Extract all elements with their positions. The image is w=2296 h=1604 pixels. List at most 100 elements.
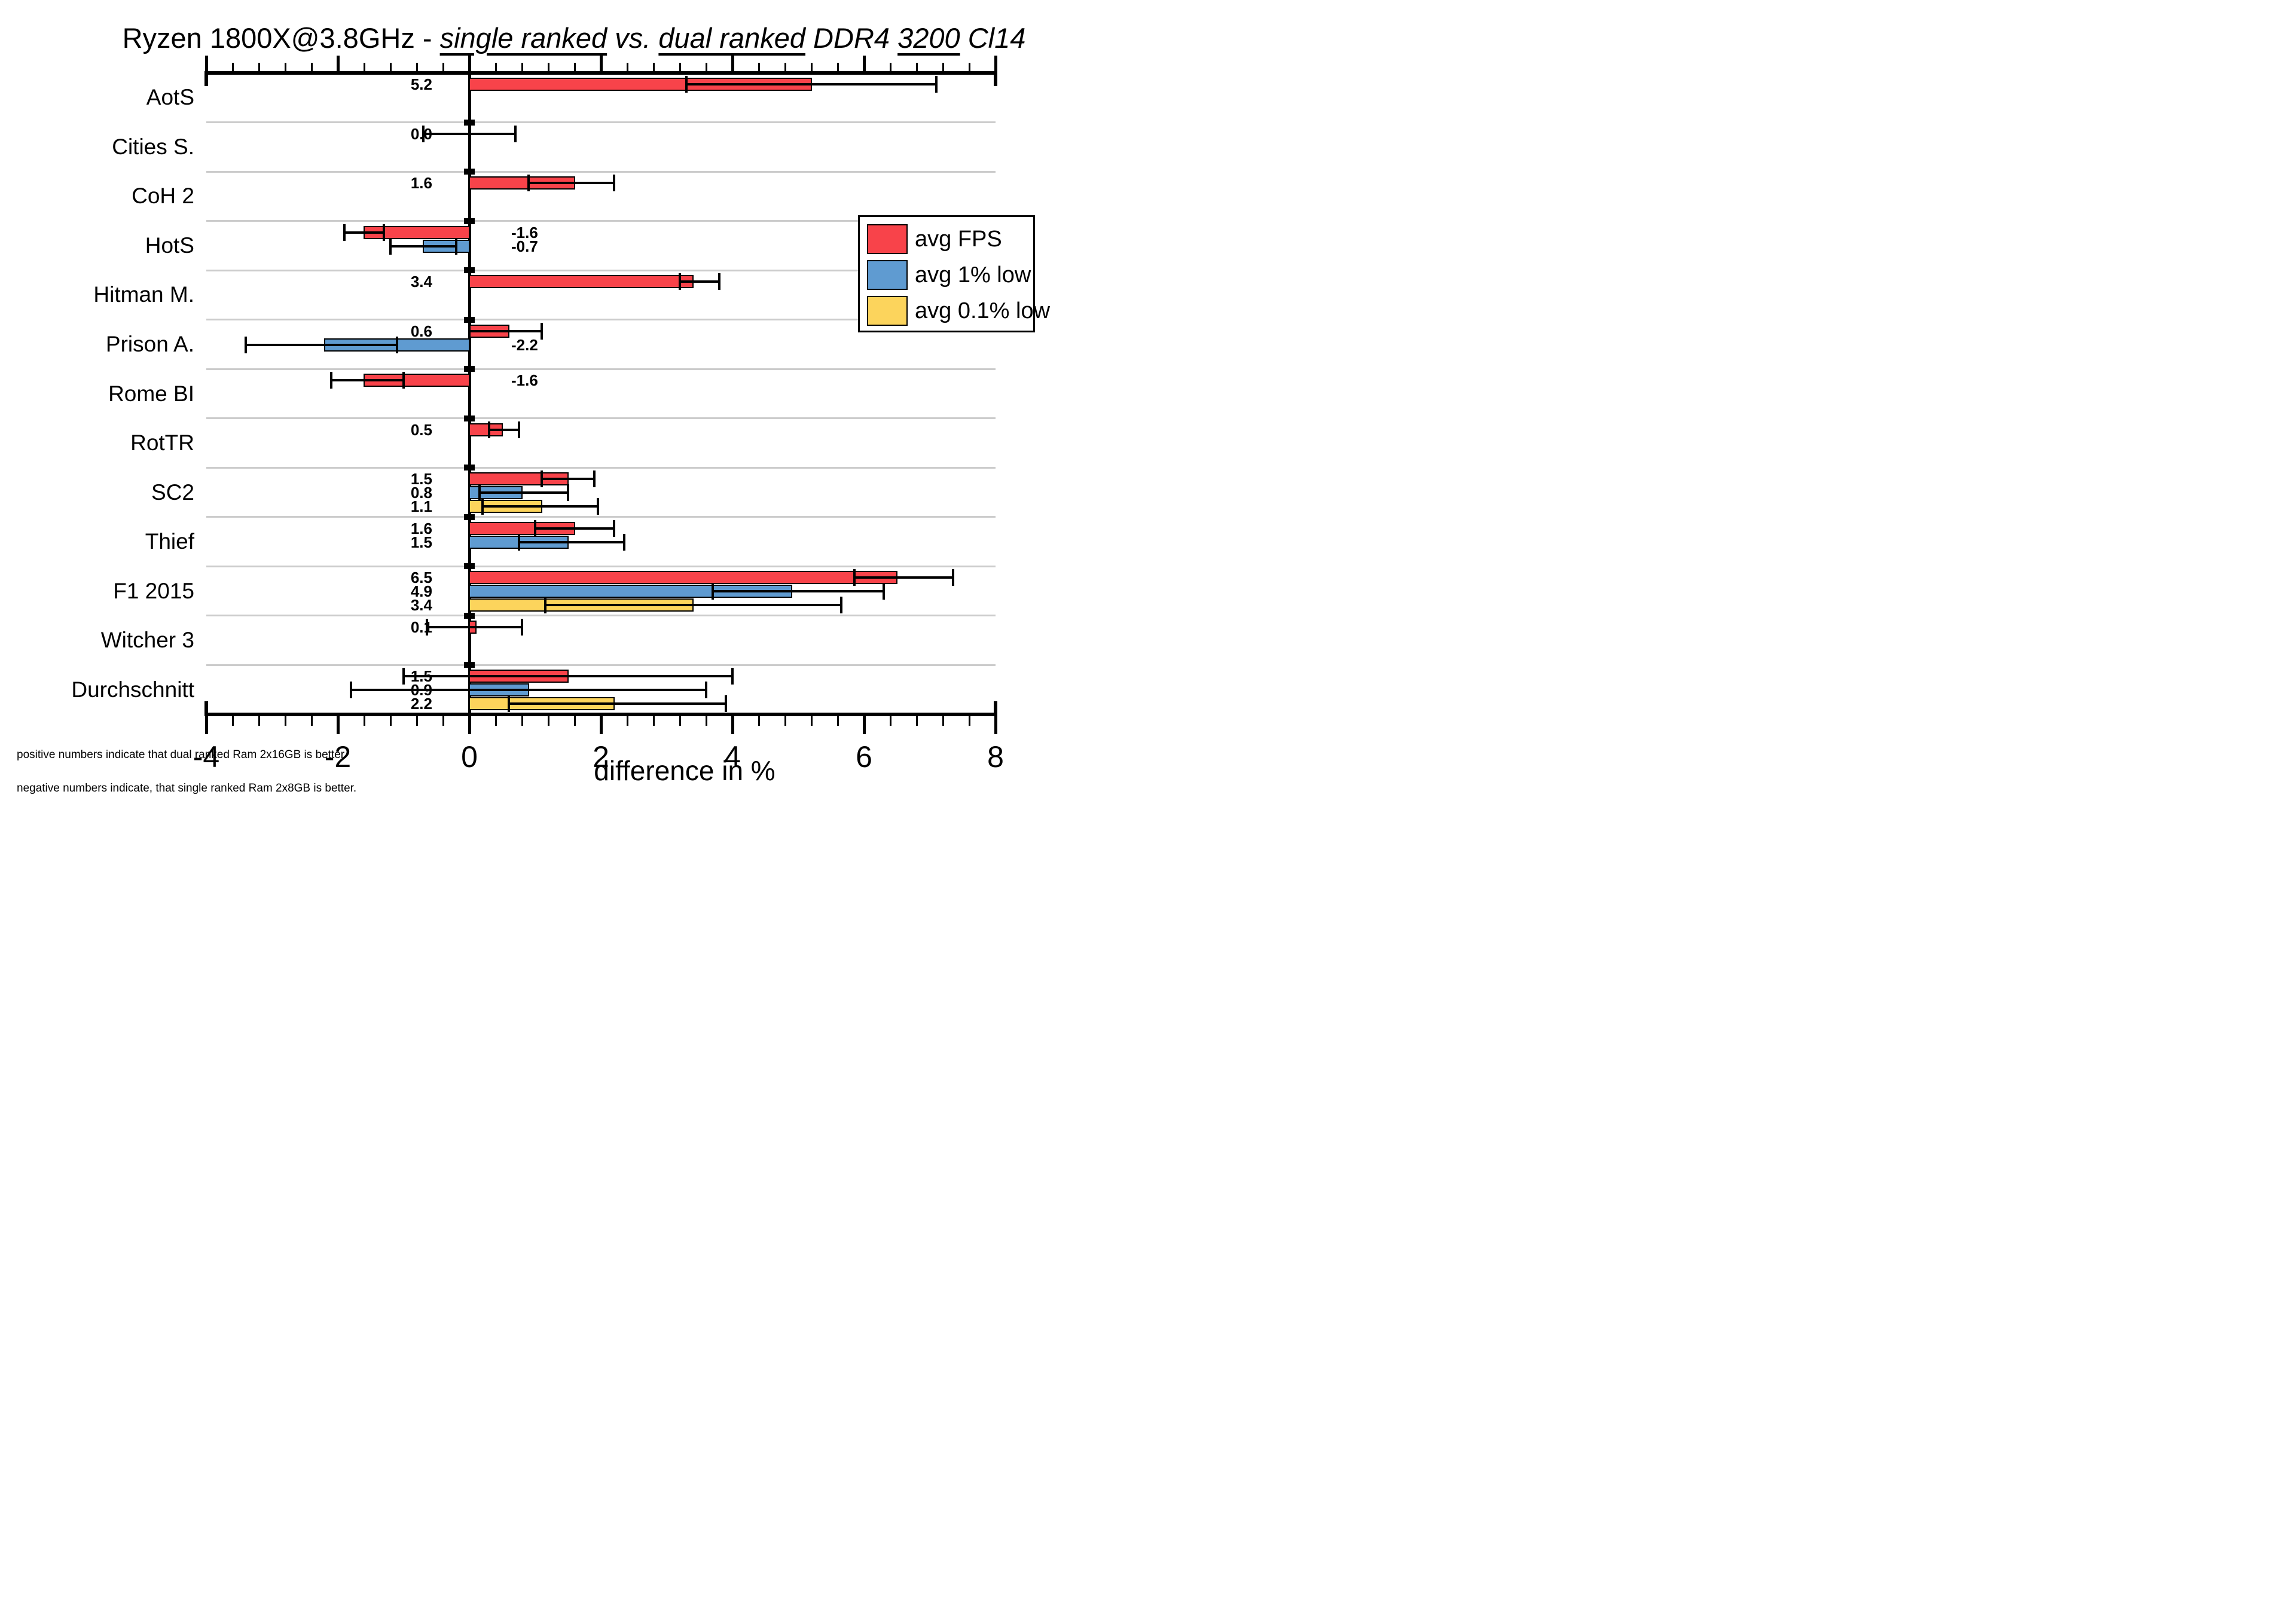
error-cap-high-prison-a <box>396 336 398 353</box>
legend-swatch-avg-1-low <box>867 260 908 290</box>
error-bar-avg-1-low-f1-2015 <box>713 590 884 593</box>
x-tick-bottom <box>626 716 628 726</box>
legend-label-avg-0-1-low: avg 0.1% low <box>915 298 1051 323</box>
value-label-avg-0-1-low-durchschnitt: 2.2 <box>410 695 432 713</box>
error-cap-high-hots <box>383 224 385 241</box>
legend-label-avg-fps: avg FPS <box>915 227 1002 252</box>
error-bar-avg-1-low-sc2 <box>479 491 568 494</box>
x-tick-label-2: 2 <box>593 740 609 774</box>
error-cap-high-f1-2015 <box>951 569 954 586</box>
error-cap-low-sc2 <box>478 484 481 502</box>
gridline <box>206 319 996 321</box>
x-tick-bottom <box>652 716 655 726</box>
x-tick-top <box>204 56 208 71</box>
zero-axis-tick <box>464 612 475 619</box>
footnote-positive: positive numbers indicate that dual rank… <box>17 748 347 761</box>
value-label-avg-0-1-low-f1-2015: 3.4 <box>410 596 432 615</box>
x-tick-bottom <box>547 716 549 726</box>
x-tick-bottom <box>258 716 260 726</box>
value-label-avg-fps-f1-2015: 6.5 <box>410 569 432 587</box>
title-segment: 3200 <box>897 22 960 54</box>
x-tick-bottom <box>284 716 286 726</box>
x-tick-bottom <box>231 716 234 726</box>
error-cap-high-f1-2015 <box>883 583 885 600</box>
value-label-avg-fps-hots: -1.6 <box>511 223 538 242</box>
bottom-axis-line <box>204 713 997 716</box>
value-label-avg-fps-coh-2: 1.6 <box>410 174 432 193</box>
value-label-avg-fps-rottr: 0.5 <box>410 420 432 439</box>
value-label-avg-fps-thief: 1.6 <box>410 519 432 537</box>
x-tick-bottom <box>810 716 813 726</box>
x-tick-bottom <box>468 716 471 734</box>
x-tick-top <box>942 63 944 71</box>
x-tick-top <box>968 63 970 71</box>
error-cap-high-hots <box>455 237 457 255</box>
x-tick-top <box>547 63 549 71</box>
x-tick-bottom <box>494 716 497 726</box>
footnote-negative: negative numbers indicate, that single r… <box>17 782 357 795</box>
error-cap-high-prison-a <box>541 322 543 340</box>
error-cap-low-sc2 <box>541 470 543 488</box>
x-tick-bottom <box>731 716 734 734</box>
x-tick-label--2: -2 <box>324 740 352 774</box>
error-cap-low-durchschnitt <box>402 668 405 685</box>
gridline <box>206 615 996 617</box>
error-cap-high-sc2 <box>593 470 596 488</box>
category-label-hots: HotS <box>145 233 194 258</box>
error-cap-low-prison-a <box>468 322 471 340</box>
x-tick-bottom <box>573 716 576 726</box>
category-label-hitman-m: Hitman M. <box>93 282 194 307</box>
value-label-avg-fps-rome-bi: -1.6 <box>511 371 538 390</box>
x-tick-label-6: 6 <box>856 740 872 774</box>
category-label-aots: AotS <box>146 85 194 110</box>
title-segment: Ryzen 1800X@3.8GHz - <box>122 22 440 54</box>
error-cap-high-sc2 <box>596 498 599 515</box>
error-cap-low-thief <box>534 520 536 537</box>
error-cap-low-coh-2 <box>527 175 530 192</box>
x-tick-top <box>442 63 444 71</box>
gridline <box>206 368 996 370</box>
title-segment: dual ranked <box>658 22 805 54</box>
corner-stub <box>994 73 997 86</box>
x-tick-top <box>521 63 523 71</box>
title-segment: single ranked <box>439 22 607 54</box>
zero-axis-tick <box>464 316 475 323</box>
error-cap-high-hitman-m <box>718 273 720 291</box>
title-segment: Cl14 <box>960 22 1026 54</box>
zero-axis-tick <box>464 514 475 520</box>
x-tick-top <box>284 63 286 71</box>
gridline <box>206 417 996 420</box>
category-label-durchschnitt: Durchschnitt <box>71 677 194 702</box>
x-tick-top <box>494 63 497 71</box>
bar-avg-fps-f1-2015 <box>469 571 897 585</box>
gridline <box>206 565 996 567</box>
x-tick-top <box>862 56 866 71</box>
x-tick-top <box>336 56 340 71</box>
error-cap-low-cities-s <box>422 125 425 142</box>
category-label-prison-a: Prison A. <box>105 331 194 356</box>
category-label-cities-s: Cities S. <box>112 134 194 159</box>
value-label-avg-fps-sc2: 1.5 <box>410 470 432 488</box>
error-cap-low-thief <box>517 533 520 551</box>
error-cap-high-cities-s <box>514 125 517 142</box>
error-bar-avg-1-low-hots <box>390 245 456 248</box>
error-bar-avg-0-1-low-durchschnitt <box>509 702 726 705</box>
error-cap-low-sc2 <box>481 498 484 515</box>
x-tick-bottom <box>389 716 392 726</box>
legend-swatch-avg-fps <box>867 224 908 254</box>
gridline <box>206 170 996 173</box>
zero-axis-tick <box>464 218 475 224</box>
x-tick-bottom <box>679 716 681 726</box>
x-tick-top <box>784 63 786 71</box>
error-cap-high-sc2 <box>567 484 569 502</box>
error-cap-high-f1-2015 <box>839 597 842 614</box>
error-cap-high-witcher-3 <box>521 618 523 636</box>
error-bar-avg-1-low-prison-a <box>246 343 397 346</box>
x-tick-bottom <box>942 716 944 726</box>
error-cap-high-rome-bi <box>402 372 405 389</box>
x-tick-bottom <box>416 716 418 726</box>
title-segment: vs. <box>607 22 659 54</box>
error-bar-avg-fps-prison-a <box>469 329 542 332</box>
x-tick-top <box>836 63 839 71</box>
error-bar-avg-fps-aots <box>686 83 936 85</box>
